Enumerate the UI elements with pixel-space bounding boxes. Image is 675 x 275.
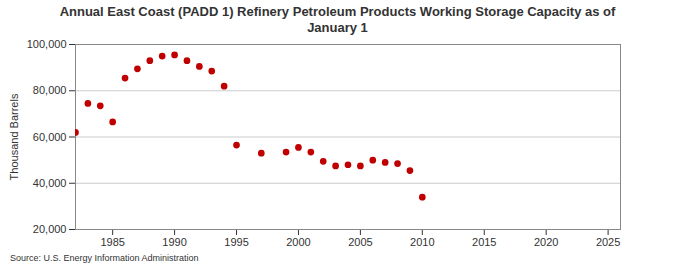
svg-text:2025: 2025 [596,236,620,248]
svg-text:1995: 1995 [224,236,248,248]
svg-text:80,000: 80,000 [33,84,67,96]
svg-text:40,000: 40,000 [33,177,67,189]
svg-text:Thousand Barrels: Thousand Barrels [8,93,20,180]
svg-text:1990: 1990 [162,236,186,248]
svg-text:1985: 1985 [100,236,124,248]
html-text:Source: U.S. Energy Informatio: Source: U.S. Energy Information Administ… [10,253,199,263]
svg-text:100,000: 100,000 [27,38,67,50]
html-text:Annual East Coast (PADD 1) Ref: Annual East Coast (PADD 1) Refinery Petr… [59,4,616,35]
svg-text:60,000: 60,000 [33,131,67,143]
svg-text:2015: 2015 [472,236,496,248]
svg-text:2020: 2020 [534,236,558,248]
svg-text:2000: 2000 [286,236,310,248]
svg-text:2005: 2005 [348,236,372,248]
svg-text:20,000: 20,000 [33,223,67,235]
svg-text:2010: 2010 [410,236,434,248]
